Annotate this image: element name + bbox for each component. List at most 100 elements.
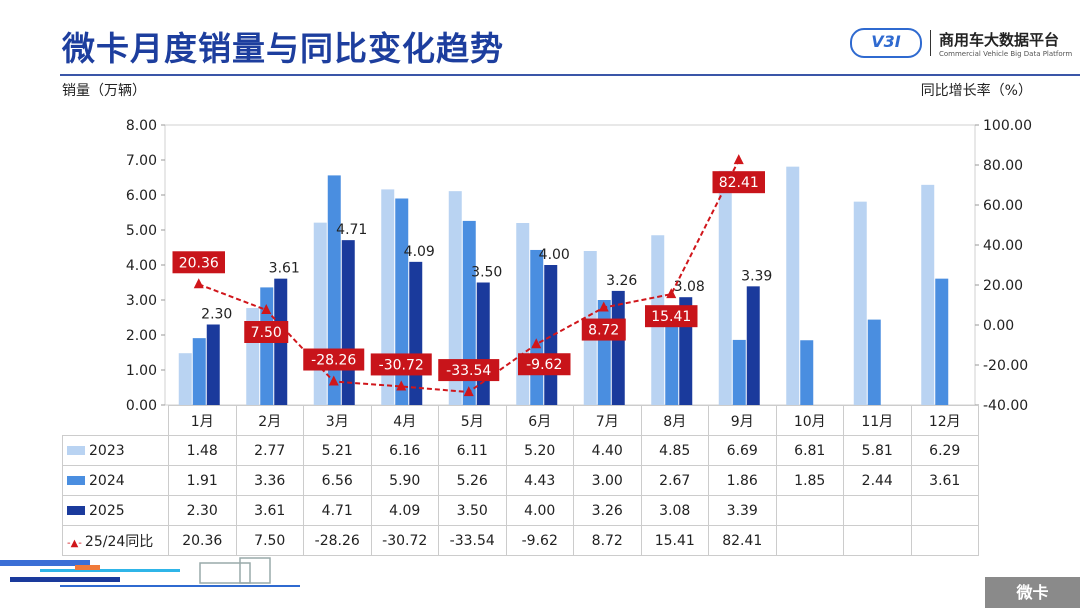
bar-2024 <box>395 198 409 405</box>
bar-2024 <box>935 278 949 405</box>
left-tick-label: 3.00 <box>126 293 157 309</box>
table-cell: 3.08 <box>640 495 709 526</box>
legend-swatch <box>67 446 85 455</box>
bar-2023 <box>853 201 867 405</box>
right-tick-label: 80.00 <box>983 158 1023 174</box>
table-cell: 6.81 <box>775 435 844 466</box>
table-cell: 6.69 <box>708 435 777 466</box>
table-cell: 82.41 <box>708 525 777 556</box>
legend-cell: 2024 <box>62 465 169 496</box>
table-cell <box>775 525 844 556</box>
yoy-label-box <box>172 251 225 274</box>
yoy-label: -9.62 <box>526 357 562 373</box>
corner-cell <box>62 405 169 436</box>
legend-cell: -▲- 25/24同比 <box>62 525 169 556</box>
table-row: 2023 1.48 2.77 5.21 6.16 6.11 5.20 4.40 4.85 6.69… <box>62 435 979 466</box>
right-tick-label: 100.00 <box>983 118 1032 134</box>
bar-label-2025: 4.00 <box>539 247 570 263</box>
table-header-cell: 2月 <box>235 405 304 436</box>
legend-cell: 2025 <box>62 495 169 526</box>
yoy-marker <box>531 338 542 349</box>
right-tick-label: 60.00 <box>983 198 1023 214</box>
yoy-label-box <box>438 359 500 382</box>
table-header-cell: 5月 <box>438 405 507 436</box>
bar-2023 <box>313 222 327 405</box>
data-table: 1月 2月 3月 4月 5月 6月 7月 8月 9月 10月 11月 12月 2023 1.48 2.77 5… <box>62 405 979 556</box>
left-tick-label: 6.00 <box>126 188 157 204</box>
table-cell: -28.26 <box>303 525 372 556</box>
table-cell <box>910 495 979 526</box>
table-cell: 3.61 <box>910 465 979 496</box>
table-cell: 1.48 <box>168 435 237 466</box>
bar-2024 <box>597 300 611 405</box>
table-cell <box>775 495 844 526</box>
yoy-label: -28.26 <box>311 353 356 369</box>
table-cell: 6.11 <box>438 435 507 466</box>
table-cell: 4.71 <box>303 495 372 526</box>
yoy-label-box <box>370 353 432 376</box>
right-tick-label: -20.00 <box>983 358 1028 374</box>
table-header-cell: 8月 <box>640 405 709 436</box>
bar-2023 <box>448 191 462 405</box>
legend-swatch: -▲- <box>67 537 82 549</box>
bar-2023 <box>921 184 935 405</box>
bar-2023 <box>516 223 530 405</box>
bar-2024 <box>192 338 206 405</box>
table-cell: 3.61 <box>235 495 304 526</box>
legend-label: 2024 <box>89 472 125 489</box>
bar-2024 <box>732 339 746 405</box>
bar-2024 <box>800 340 814 405</box>
table-header-cell: 4月 <box>370 405 439 436</box>
bar-2023 <box>381 189 395 405</box>
yoy-label-box <box>303 348 365 371</box>
table-cell <box>910 525 979 556</box>
table-cell: 3.36 <box>235 465 304 496</box>
yoy-label-box <box>712 171 765 194</box>
left-tick-label: 4.00 <box>126 258 157 274</box>
bar-2025 <box>611 290 625 405</box>
yoy-marker <box>733 154 744 165</box>
bar-2024 <box>867 319 881 405</box>
logo-subtitle: Commercial Vehicle Big Data Platform <box>939 49 1073 58</box>
bar-2025 <box>746 286 760 405</box>
table-cell: 4.43 <box>505 465 574 496</box>
bar-2023 <box>178 353 192 405</box>
table-header-cell: 12月 <box>910 405 979 436</box>
legend-label: 25/24同比 <box>84 533 154 550</box>
right-tick-label: 20.00 <box>983 278 1023 294</box>
yoy-marker <box>666 288 677 299</box>
left-tick-label: 7.00 <box>126 153 157 169</box>
right-tick-label: 0.00 <box>983 318 1014 334</box>
right-axis-title: 同比增长率（%） <box>920 83 1032 99</box>
table-cell <box>843 495 912 526</box>
table-cell: 1.85 <box>775 465 844 496</box>
table-cell: 1.86 <box>708 465 777 496</box>
table-header-row: 1月 2月 3月 4月 5月 6月 7月 8月 9月 10月 11月 12月 <box>62 405 979 436</box>
table-cell: 3.00 <box>573 465 642 496</box>
table-cell: 2.44 <box>843 465 912 496</box>
bar-label-2025: 2.30 <box>201 307 232 323</box>
bar-2024 <box>530 249 544 405</box>
yoy-label-box <box>244 321 289 343</box>
table-cell: -9.62 <box>505 525 574 556</box>
bar-2024 <box>462 220 476 405</box>
title-divider <box>60 74 1080 76</box>
table-cell: 1.91 <box>168 465 237 496</box>
truck-decoration <box>0 557 300 587</box>
table-cell: 4.09 <box>370 495 439 526</box>
logo: V3I 商用车大数据平台 Commercial Vehicle Big Data… <box>850 28 1072 58</box>
yoy-label: 8.72 <box>588 323 619 339</box>
table-cell: 6.29 <box>910 435 979 466</box>
legend-label: 2025 <box>89 502 125 519</box>
bar-label-2025: 3.50 <box>471 265 502 281</box>
table-row: -▲- 25/24同比 20.36 7.50 -28.26 -30.72 -33.54 -9.… <box>62 525 979 556</box>
logo-name: 商用车大数据平台 <box>939 30 1060 49</box>
table-cell <box>843 525 912 556</box>
legend-swatch <box>67 506 85 515</box>
yoy-label-box <box>581 318 626 341</box>
yoy-label-box <box>645 305 698 328</box>
table-row: 2025 2.30 3.61 4.71 4.09 3.50 4.00 3.26 3.08 3.39 <box>62 495 979 526</box>
bar-2025 <box>341 240 355 405</box>
yoy-label-box <box>518 353 571 376</box>
